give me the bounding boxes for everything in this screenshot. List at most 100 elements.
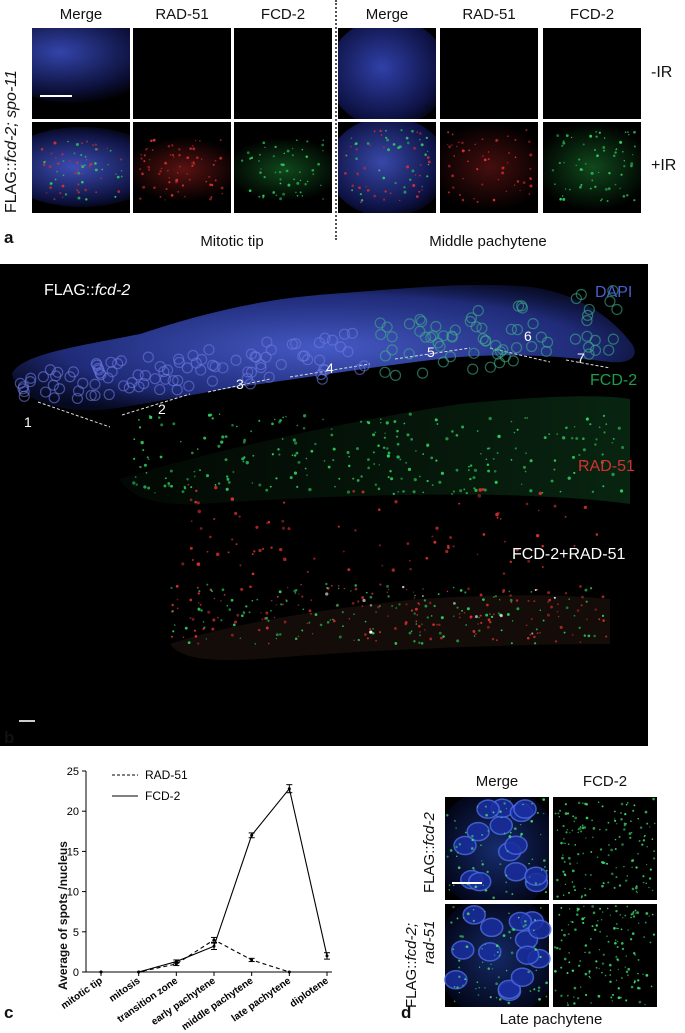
fluorescent-spot bbox=[206, 550, 209, 553]
fluorescent-spot bbox=[525, 502, 529, 506]
fluorescent-spot bbox=[371, 592, 374, 595]
fluorescent-spot bbox=[603, 149, 606, 152]
fluorescent-spot bbox=[613, 886, 616, 889]
nucleus bbox=[611, 303, 623, 316]
fluorescent-spot bbox=[637, 958, 640, 961]
nucleus bbox=[444, 970, 468, 990]
fluorescent-spot bbox=[538, 997, 541, 1001]
nucleus bbox=[464, 315, 476, 328]
fluorescent-spot bbox=[571, 969, 575, 972]
fluorescent-spot bbox=[519, 823, 522, 826]
nucleus bbox=[583, 341, 595, 353]
fluorescent-spot bbox=[164, 199, 166, 201]
fluorescent-spot bbox=[531, 803, 533, 805]
fluorescent-spot bbox=[598, 967, 600, 970]
micrograph-d-fcd2-rad51 bbox=[553, 904, 657, 1007]
fluorescent-spot bbox=[274, 145, 277, 149]
fluorescent-spot bbox=[456, 986, 459, 989]
fluorescent-spot bbox=[385, 421, 389, 425]
fluorescent-spot bbox=[173, 624, 176, 626]
fluorescent-spot bbox=[133, 438, 136, 441]
nucleus bbox=[541, 336, 554, 348]
fluorescent-spot bbox=[389, 192, 392, 195]
fluorescent-spot bbox=[562, 141, 566, 145]
fluorescent-spot bbox=[332, 619, 336, 623]
col-header-rad51-2: RAD-51 bbox=[462, 6, 516, 23]
fluorescent-spot bbox=[225, 487, 229, 491]
d-col-header-fcd2: FCD-2 bbox=[582, 773, 628, 790]
fluorescent-spot bbox=[199, 603, 202, 606]
fluorescent-spot bbox=[282, 192, 286, 196]
nucleus bbox=[604, 295, 616, 307]
fluorescent-spot bbox=[343, 587, 346, 590]
fluorescent-spot bbox=[193, 475, 196, 478]
fluorescent-spot bbox=[352, 489, 356, 493]
fluorescent-spot bbox=[308, 487, 312, 492]
fluorescent-spot bbox=[597, 171, 600, 174]
fluorescent-spot bbox=[481, 138, 484, 141]
fluorescent-spot bbox=[520, 483, 523, 486]
fluorescent-spot bbox=[220, 440, 224, 444]
fluorescent-spot bbox=[633, 130, 636, 134]
fluorescent-spot bbox=[527, 559, 531, 563]
fluorescent-spot bbox=[541, 544, 544, 548]
fluorescent-spot bbox=[374, 483, 378, 486]
fluorescent-spot bbox=[189, 617, 192, 619]
col-header-rad51-1: RAD-51 bbox=[155, 6, 209, 23]
fluorescent-spot bbox=[411, 129, 414, 133]
fluorescent-spot bbox=[308, 621, 311, 624]
fluorescent-spot bbox=[579, 960, 582, 962]
fluorescent-spot bbox=[297, 635, 300, 638]
fluorescent-spot bbox=[320, 184, 322, 187]
fluorescent-spot bbox=[458, 842, 462, 846]
fluorescent-spot bbox=[79, 164, 82, 166]
micrograph-a-fcd2-pach-minus-ir bbox=[543, 28, 641, 119]
fluorescent-spot bbox=[214, 484, 217, 486]
fluorescent-spot bbox=[611, 1000, 613, 1002]
fluorescent-spot bbox=[528, 876, 531, 879]
group-caption-mitotic-tip: Mitotic tip bbox=[200, 233, 264, 250]
fluorescent-spot bbox=[381, 564, 384, 567]
fluorescent-spot bbox=[417, 602, 420, 605]
data-point bbox=[99, 970, 103, 974]
fluorescent-spot bbox=[554, 640, 558, 643]
fluorescent-spot bbox=[160, 423, 164, 427]
zone-label-2: 2 bbox=[158, 401, 166, 417]
fluorescent-spot bbox=[449, 849, 453, 852]
nucleus bbox=[381, 321, 393, 333]
fluorescent-spot bbox=[351, 189, 354, 192]
fluorescent-spot bbox=[598, 426, 601, 429]
fluorescent-spot bbox=[171, 610, 174, 613]
fluorescent-spot bbox=[282, 416, 284, 419]
nucleus bbox=[95, 369, 107, 381]
fluorescent-spot bbox=[170, 484, 173, 488]
fluorescent-spot bbox=[561, 929, 563, 931]
fluorescent-spot bbox=[385, 129, 387, 132]
fluorescent-spot bbox=[294, 441, 298, 445]
fluorescent-spot bbox=[254, 643, 257, 645]
fluorescent-spot bbox=[299, 171, 301, 173]
fluorescent-spot bbox=[437, 593, 440, 596]
fluorescent-spot bbox=[509, 800, 511, 802]
fluorescent-spot bbox=[613, 154, 616, 158]
fluorescent-spot bbox=[498, 955, 501, 957]
fluorescent-spot bbox=[474, 143, 476, 146]
fluorescent-spot bbox=[482, 155, 484, 157]
fluorescent-spot bbox=[378, 544, 381, 547]
fluorescent-spot bbox=[378, 631, 381, 634]
fluorescent-spot bbox=[611, 472, 615, 477]
channel-label-fcd2: FCD-2 bbox=[590, 372, 638, 389]
fluorescent-spot bbox=[601, 962, 605, 965]
fluorescent-spot bbox=[232, 623, 236, 627]
fluorescent-spot bbox=[635, 866, 638, 869]
fluorescent-spot bbox=[624, 914, 627, 917]
nucleus bbox=[250, 351, 262, 363]
fluorescent-spot bbox=[169, 154, 172, 156]
fluorescent-spot bbox=[501, 171, 505, 175]
fluorescent-spot bbox=[486, 625, 490, 629]
fluorescent-spot bbox=[492, 896, 495, 899]
micrograph-a-merge-tip-plus-ir bbox=[32, 122, 130, 213]
fluorescent-spot bbox=[472, 919, 475, 922]
fluorescent-spot bbox=[625, 955, 627, 957]
fluorescent-spot bbox=[646, 822, 649, 825]
